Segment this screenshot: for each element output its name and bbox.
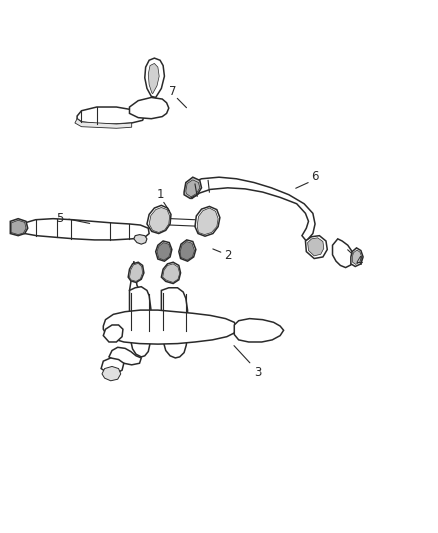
Polygon shape [130,98,169,119]
Polygon shape [157,243,171,260]
Polygon shape [134,235,147,244]
Polygon shape [332,239,353,268]
Polygon shape [147,205,171,233]
Polygon shape [186,180,200,197]
Polygon shape [130,263,143,281]
Text: 1: 1 [156,188,164,201]
Polygon shape [75,119,132,128]
Polygon shape [130,287,151,357]
Polygon shape [109,348,141,365]
Polygon shape [101,358,124,374]
Polygon shape [77,107,145,124]
Polygon shape [234,319,284,342]
Polygon shape [307,238,324,256]
Polygon shape [180,241,194,260]
Polygon shape [351,248,363,266]
Polygon shape [18,219,149,240]
Polygon shape [148,63,159,94]
Polygon shape [145,58,164,98]
Text: 6: 6 [311,169,319,183]
Text: 7: 7 [170,85,177,98]
Polygon shape [179,240,196,261]
Text: 5: 5 [56,212,64,225]
Text: 2: 2 [224,249,231,262]
Polygon shape [188,177,315,241]
Polygon shape [353,250,362,264]
Polygon shape [162,264,180,282]
Polygon shape [195,206,220,236]
Polygon shape [184,177,201,198]
Polygon shape [103,310,237,344]
Polygon shape [155,241,172,261]
Polygon shape [102,367,121,381]
Polygon shape [161,288,187,358]
Polygon shape [149,207,170,232]
Polygon shape [197,208,218,235]
Polygon shape [130,261,141,298]
Text: 4: 4 [355,255,363,268]
Polygon shape [161,262,180,284]
Polygon shape [103,325,123,342]
Polygon shape [11,220,26,235]
Polygon shape [11,219,28,236]
Polygon shape [305,236,327,259]
Polygon shape [128,262,144,282]
Text: 3: 3 [254,366,262,379]
